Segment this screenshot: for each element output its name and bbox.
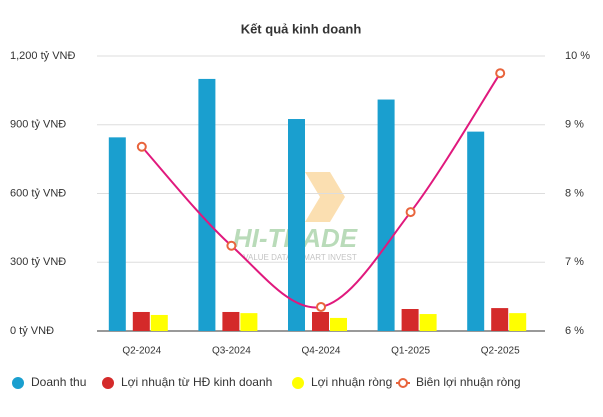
line-marker (226, 240, 237, 251)
bar (377, 99, 395, 332)
bar (509, 313, 527, 331)
chart-title: Kết quả kinh doanh (241, 21, 362, 36)
x-tick-label: Q2-2024 (122, 346, 161, 357)
bar (108, 137, 126, 331)
legend-label: Biên lợi nhuận ròng (416, 375, 521, 389)
bar (222, 311, 240, 331)
x-tick-label: Q4-2024 (302, 346, 341, 357)
y-tick-label: 1,200 tỷ VNĐ (10, 50, 75, 62)
legend-label: Doanh thu (31, 375, 86, 389)
x-tick-label: Q1-2025 (391, 346, 430, 357)
line-marker (136, 141, 147, 152)
watermark-logo (305, 172, 345, 222)
bar (330, 317, 347, 331)
y2-tick-label: 8 % (565, 187, 584, 199)
y-tick-label: 300 tỷ VNĐ (10, 256, 66, 268)
bar (198, 78, 216, 332)
line-marker (316, 301, 326, 312)
bar (419, 314, 437, 331)
bar (401, 309, 419, 331)
x-tick-label: Q2-2025 (481, 346, 520, 357)
bar (132, 311, 150, 331)
legend-marker (12, 377, 24, 389)
x-tick-label: Q3-2024 (212, 346, 251, 357)
legend-marker (292, 377, 304, 389)
y-tick-label: 600 tỷ VNĐ (10, 187, 66, 199)
y2-tick-label: 6 % (565, 325, 584, 337)
y-tick-label: 0 tỷ VNĐ (10, 325, 54, 337)
legend-label: Lợi nhuận ròng (311, 375, 392, 389)
y2-tick-label: 9 % (565, 119, 584, 131)
legend-label: Lợi nhuận từ HĐ kinh doanh (121, 375, 272, 389)
bar (491, 308, 509, 331)
y2-tick-label: 7 % (565, 256, 584, 268)
bar (150, 314, 168, 331)
legend-marker (398, 378, 408, 388)
bar (240, 313, 258, 331)
line-marker (495, 68, 506, 79)
bar (312, 311, 329, 331)
legend-marker (102, 377, 114, 389)
line-marker (405, 207, 416, 218)
y-tick-label: 900 tỷ VNĐ (10, 119, 66, 131)
bar (467, 131, 485, 331)
y2-tick-label: 10 % (565, 50, 590, 62)
bar (288, 119, 305, 331)
